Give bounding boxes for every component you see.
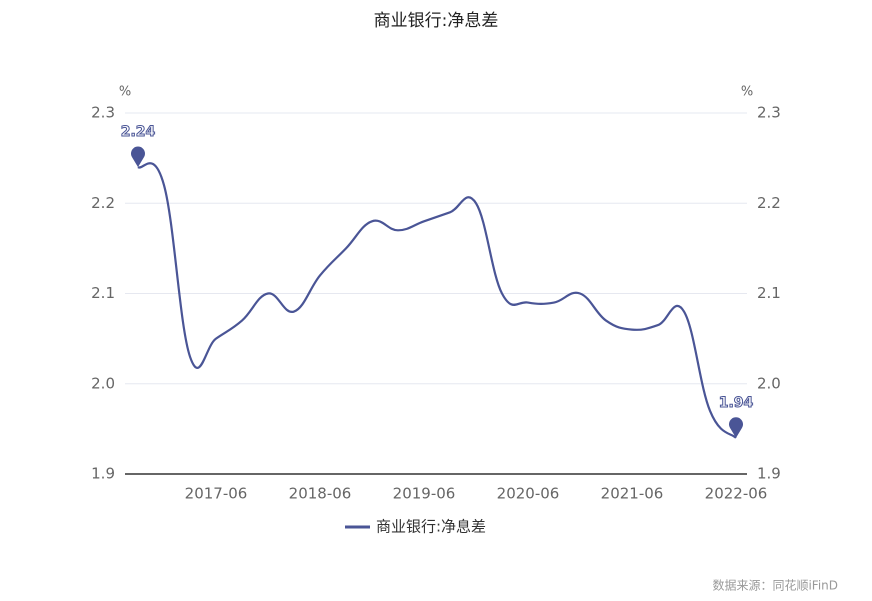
y-unit: % [119, 85, 131, 100]
x-tick-label: 2019-06 [393, 485, 456, 503]
legend-label: 商业银行:净息差 [376, 518, 486, 536]
y2-tick-label: 2.2 [757, 194, 781, 212]
x-tick-label: 2018-06 [289, 485, 352, 503]
y2-tick-label: 2.0 [757, 374, 781, 392]
y2-tick-label: 2.1 [757, 284, 781, 302]
y2-unit: % [741, 85, 753, 100]
point-pin [131, 146, 146, 168]
x-tick-label: 2021-06 [601, 485, 664, 503]
point-pin [729, 417, 744, 438]
y-tick-label: 2.0 [91, 374, 115, 392]
point-label: 1.94 [719, 395, 754, 411]
y-tick-label: 2.3 [91, 104, 115, 122]
y-tick-label: 2.2 [91, 194, 115, 212]
y2-tick-label: 2.3 [757, 104, 781, 122]
line-series [137, 162, 737, 439]
y2-tick-label: 1.9 [757, 465, 781, 483]
x-tick-label: 2017-06 [185, 485, 248, 503]
x-tick-label: 2022-06 [705, 485, 768, 503]
chart-title: 商业银行:净息差 [374, 11, 499, 31]
point-label: 2.24 [121, 124, 156, 140]
y-tick-label: 1.9 [91, 465, 115, 483]
source-note: 数据来源：同花顺iFinD [712, 578, 838, 593]
x-tick-label: 2020-06 [497, 485, 560, 503]
y-tick-label: 2.1 [91, 284, 115, 302]
